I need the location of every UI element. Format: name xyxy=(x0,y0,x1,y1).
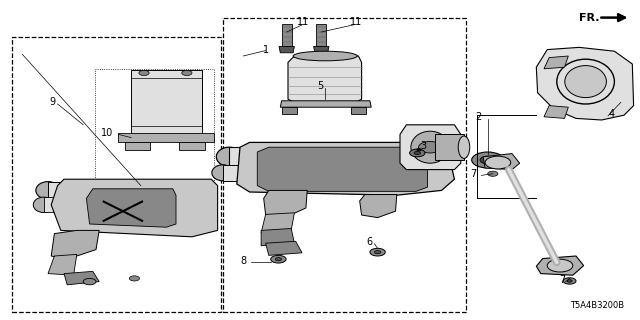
Text: 2: 2 xyxy=(476,112,482,122)
Polygon shape xyxy=(536,256,584,275)
Polygon shape xyxy=(288,56,362,102)
Polygon shape xyxy=(261,213,294,233)
Polygon shape xyxy=(435,134,464,160)
Polygon shape xyxy=(360,195,397,218)
Polygon shape xyxy=(282,24,292,46)
Text: T5A4B3200B: T5A4B3200B xyxy=(570,301,624,310)
Polygon shape xyxy=(266,241,302,255)
Ellipse shape xyxy=(293,51,357,61)
Circle shape xyxy=(410,149,425,157)
Polygon shape xyxy=(314,46,329,53)
Circle shape xyxy=(472,152,504,168)
Ellipse shape xyxy=(33,197,54,212)
Circle shape xyxy=(370,248,385,256)
Circle shape xyxy=(480,156,495,164)
Polygon shape xyxy=(279,46,294,53)
Text: 3: 3 xyxy=(420,140,427,151)
Text: 11: 11 xyxy=(349,17,362,27)
Polygon shape xyxy=(51,179,218,237)
Text: 1: 1 xyxy=(262,44,269,55)
Ellipse shape xyxy=(458,136,470,158)
Circle shape xyxy=(485,156,511,169)
Text: 4: 4 xyxy=(608,108,614,119)
Polygon shape xyxy=(264,190,307,218)
Polygon shape xyxy=(400,125,461,170)
Ellipse shape xyxy=(307,147,321,166)
Polygon shape xyxy=(51,230,99,259)
Polygon shape xyxy=(48,254,77,275)
Text: 7: 7 xyxy=(559,275,565,285)
Circle shape xyxy=(567,280,572,282)
Text: 7: 7 xyxy=(470,169,477,180)
Text: 11: 11 xyxy=(297,17,310,27)
Text: 10: 10 xyxy=(101,128,114,138)
Circle shape xyxy=(182,70,192,76)
Bar xyxy=(95,69,214,194)
Text: 8: 8 xyxy=(240,256,246,266)
Polygon shape xyxy=(48,182,125,199)
Polygon shape xyxy=(483,154,520,170)
Polygon shape xyxy=(125,142,150,150)
Polygon shape xyxy=(282,107,297,114)
Ellipse shape xyxy=(212,165,234,181)
Circle shape xyxy=(547,259,573,272)
Bar xyxy=(223,18,466,312)
Polygon shape xyxy=(229,147,314,166)
Polygon shape xyxy=(131,70,202,134)
Polygon shape xyxy=(257,147,428,191)
Polygon shape xyxy=(118,133,214,142)
Polygon shape xyxy=(261,228,294,246)
Circle shape xyxy=(139,70,149,76)
Polygon shape xyxy=(237,142,454,195)
Polygon shape xyxy=(544,56,568,69)
Polygon shape xyxy=(179,142,205,150)
Circle shape xyxy=(129,276,140,281)
Polygon shape xyxy=(64,271,99,285)
Circle shape xyxy=(275,258,282,261)
Polygon shape xyxy=(316,24,326,46)
Polygon shape xyxy=(223,165,285,181)
Text: 9: 9 xyxy=(49,97,56,107)
Text: 6: 6 xyxy=(367,236,373,247)
Polygon shape xyxy=(86,189,176,227)
Circle shape xyxy=(414,151,420,155)
Ellipse shape xyxy=(411,131,449,163)
Bar xyxy=(12,37,221,312)
Polygon shape xyxy=(351,107,366,114)
Circle shape xyxy=(419,141,442,153)
Polygon shape xyxy=(536,47,634,120)
Ellipse shape xyxy=(216,147,242,166)
Ellipse shape xyxy=(36,181,60,199)
Polygon shape xyxy=(44,197,109,212)
Polygon shape xyxy=(544,106,568,118)
Circle shape xyxy=(563,278,576,284)
Text: FR.: FR. xyxy=(579,12,600,23)
Circle shape xyxy=(83,278,96,285)
Polygon shape xyxy=(280,101,371,107)
Circle shape xyxy=(374,251,381,254)
Ellipse shape xyxy=(118,181,131,199)
Circle shape xyxy=(417,148,422,151)
Circle shape xyxy=(488,171,498,176)
Text: 5: 5 xyxy=(317,81,323,91)
Ellipse shape xyxy=(565,66,607,98)
Circle shape xyxy=(271,255,286,263)
